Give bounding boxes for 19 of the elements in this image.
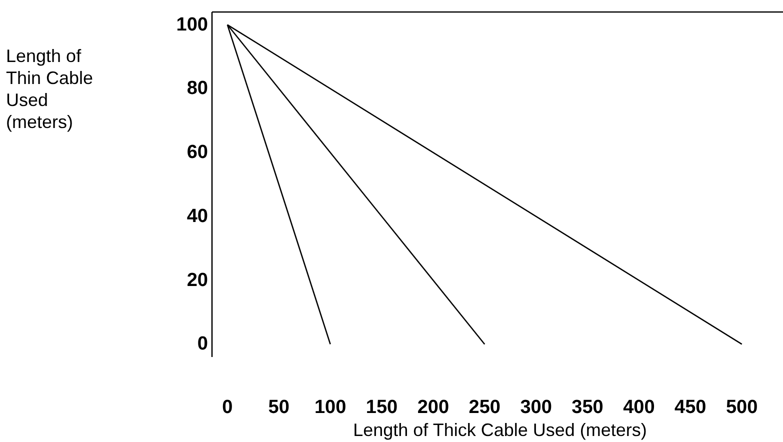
x-tick-label: 200 xyxy=(417,397,450,418)
y-tick-label: 40 xyxy=(186,206,208,227)
x-tick-label: 0 xyxy=(222,397,233,418)
y-tick-label: 100 xyxy=(176,14,208,36)
y-axis-title: Length of Thin Cable Used (meters) xyxy=(6,46,94,132)
x-tick-label: 100 xyxy=(314,397,346,418)
x-tick-label: 450 xyxy=(674,397,706,418)
x-tick-label: 500 xyxy=(726,397,758,418)
y-tick-label: 60 xyxy=(186,142,208,164)
y-tick-label: 80 xyxy=(186,78,208,100)
x-axis-title: Length of Thick Cable Used (meters) xyxy=(353,420,647,440)
y-tick-label: 0 xyxy=(197,334,208,355)
x-tick-label: 150 xyxy=(366,397,398,418)
x-tick-label: 400 xyxy=(623,397,655,418)
y-tick-label: 20 xyxy=(186,270,208,291)
x-tick-label: 50 xyxy=(268,397,290,418)
x-tick-label: 300 xyxy=(520,397,552,418)
x-tick-label: 250 xyxy=(468,397,500,418)
x-tick-label: 350 xyxy=(572,397,604,418)
